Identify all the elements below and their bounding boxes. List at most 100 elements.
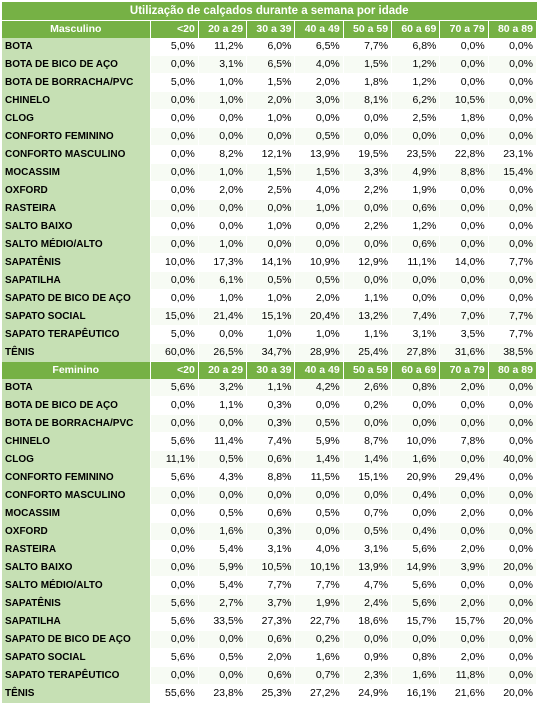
percentage-cell: 0,0%	[150, 181, 199, 200]
percentage-cell: 0,0%	[150, 271, 199, 290]
age-group-header: 70 a 79	[439, 361, 489, 379]
percentage-cell: 0,0%	[391, 504, 441, 523]
percentage-cell: 0,0%	[439, 522, 489, 541]
percentage-cell: 2,6%	[343, 379, 393, 397]
percentage-cell: 1,0%	[246, 325, 296, 344]
table-row: BOTA DE BORRACHA/PVC 5,0% 1,0% 1,5% 2,0% 1,8%…	[2, 73, 538, 92]
percentage-cell: 1,5%	[343, 55, 393, 74]
percentage-cell: 0,3%	[246, 522, 296, 541]
percentage-cell: 0,0%	[439, 181, 489, 200]
footwear-type-label: SAPATO TERAPÊUTICO	[2, 666, 151, 685]
percentage-cell: 0,0%	[488, 576, 538, 595]
percentage-cell: 1,9%	[294, 594, 344, 613]
percentage-cell: 20,4%	[294, 307, 344, 326]
percentage-cell: 8,8%	[439, 163, 489, 182]
percentage-cell: 4,0%	[294, 540, 344, 559]
footwear-type-label: OXFORD	[2, 181, 151, 200]
percentage-cell: 2,0%	[246, 648, 296, 667]
percentage-cell: 0,0%	[294, 522, 344, 541]
percentage-cell: 10,0%	[391, 432, 441, 451]
percentage-cell: 0,6%	[246, 630, 296, 649]
percentage-cell: 5,0%	[150, 38, 199, 56]
footwear-type-label: CONFORTO FEMININO	[2, 468, 151, 487]
percentage-cell: 7,0%	[439, 307, 489, 326]
percentage-cell: 0,0%	[294, 396, 344, 415]
percentage-cell: 0,0%	[150, 145, 199, 164]
table-row: SAPATILHA 5,6% 33,5% 27,3% 22,7% 18,6% 15,7% 15…	[2, 612, 538, 631]
percentage-cell: 0,3%	[246, 414, 296, 433]
percentage-cell: 1,4%	[343, 450, 393, 469]
percentage-cell: 1,0%	[246, 289, 296, 308]
percentage-cell: 8,7%	[343, 432, 393, 451]
percentage-cell: 13,9%	[343, 558, 393, 577]
percentage-cell: 0,0%	[439, 127, 489, 146]
percentage-cell: 14,1%	[246, 253, 296, 272]
percentage-cell: 0,0%	[439, 271, 489, 290]
percentage-cell: 0,0%	[294, 217, 344, 236]
percentage-cell: 5,6%	[150, 612, 199, 631]
percentage-cell: 3,1%	[343, 540, 393, 559]
percentage-cell: 2,0%	[439, 504, 489, 523]
age-group-header: <20	[150, 20, 199, 38]
percentage-cell: 0,0%	[439, 38, 489, 56]
footwear-type-label: CONFORTO MASCULINO	[2, 145, 151, 164]
percentage-cell: 21,4%	[198, 307, 248, 326]
percentage-cell: 3,2%	[198, 379, 248, 397]
percentage-cell: 0,0%	[150, 91, 199, 110]
table-row: SAPATO TERAPÊUTICO 5,0% 0,0% 1,0% 1,0% 1,1% 3,…	[2, 325, 538, 344]
percentage-cell: 0,0%	[488, 522, 538, 541]
table-row: RASTEIRA 0,0% 5,4% 3,1% 4,0% 3,1% 5,6% 2,0% 0,0%	[2, 540, 538, 559]
percentage-cell: 0,0%	[198, 199, 248, 218]
table-row: SALTO BAIXO 0,0% 0,0% 1,0% 0,0% 2,2% 1,2% 0,0% 0…	[2, 217, 538, 236]
percentage-cell: 15,7%	[439, 612, 489, 631]
percentage-cell: 0,0%	[198, 127, 248, 146]
section-header-row: Masculino <20 20 a 29 30 a 39 40 a 49 50 a 59…	[2, 20, 538, 38]
table-row: TÊNIS 60,0% 26,5% 34,7% 28,9% 25,4% 27,8% 31,6%…	[2, 343, 538, 362]
percentage-cell: 25,3%	[246, 684, 296, 703]
table-row: CHINELO 0,0% 1,0% 2,0% 3,0% 8,1% 6,2% 10,5% 0,0%	[2, 91, 538, 110]
age-group-header: 40 a 49	[294, 361, 344, 379]
percentage-cell: 1,8%	[439, 109, 489, 128]
percentage-cell: 10,9%	[294, 253, 344, 272]
percentage-cell: 0,0%	[343, 630, 393, 649]
percentage-cell: 4,0%	[294, 181, 344, 200]
percentage-cell: 0,0%	[439, 199, 489, 218]
table-row: SALTO MÉDIO/ALTO 0,0% 5,4% 7,7% 7,7% 4,7% 5,6%…	[2, 576, 538, 595]
footwear-type-label: BOTA DE BORRACHA/PVC	[2, 73, 151, 92]
percentage-cell: 0,0%	[150, 217, 199, 236]
percentage-cell: 5,6%	[150, 594, 199, 613]
percentage-cell: 0,0%	[488, 181, 538, 200]
table-title: Utilização de calçados durante a semana …	[2, 2, 537, 21]
percentage-cell: 6,2%	[391, 91, 441, 110]
percentage-cell: 4,2%	[294, 379, 344, 397]
percentage-cell: 2,0%	[439, 648, 489, 667]
footwear-type-label: SAPATO TERAPÊUTICO	[2, 325, 151, 344]
percentage-cell: 0,0%	[488, 271, 538, 290]
percentage-cell: 1,8%	[343, 73, 393, 92]
percentage-cell: 0,0%	[439, 396, 489, 415]
percentage-cell: 15,7%	[391, 612, 441, 631]
percentage-cell: 2,0%	[198, 181, 248, 200]
table-row: BOTA DE BORRACHA/PVC 0,0% 0,0% 0,3% 0,5% 0,0%…	[2, 414, 538, 433]
percentage-cell: 0,0%	[488, 396, 538, 415]
percentage-cell: 55,6%	[150, 684, 199, 703]
percentage-cell: 10,1%	[294, 558, 344, 577]
percentage-cell: 0,0%	[150, 127, 199, 146]
table-row: CLOG 0,0% 0,0% 1,0% 0,0% 0,0% 2,5% 1,8% 0,0%	[2, 109, 538, 128]
percentage-cell: 2,0%	[246, 91, 296, 110]
table-row: CONFORTO MASCULINO 0,0% 8,2% 12,1% 13,9% 19,5…	[2, 145, 538, 164]
percentage-cell: 28,9%	[294, 343, 344, 362]
percentage-cell: 0,0%	[150, 540, 199, 559]
age-group-header: 80 a 89	[488, 361, 538, 379]
percentage-cell: 3,7%	[246, 594, 296, 613]
percentage-cell: 1,1%	[343, 325, 393, 344]
percentage-cell: 1,6%	[391, 450, 441, 469]
percentage-cell: 0,5%	[343, 522, 393, 541]
percentage-cell: 0,0%	[343, 414, 393, 433]
table-row: MOCASSIM 0,0% 1,0% 1,5% 1,5% 3,3% 4,9% 8,8% 15,4…	[2, 163, 538, 182]
percentage-cell: 26,5%	[198, 343, 248, 362]
percentage-cell: 6,0%	[246, 38, 296, 56]
percentage-cell: 5,4%	[198, 540, 248, 559]
footwear-type-label: CLOG	[2, 109, 151, 128]
